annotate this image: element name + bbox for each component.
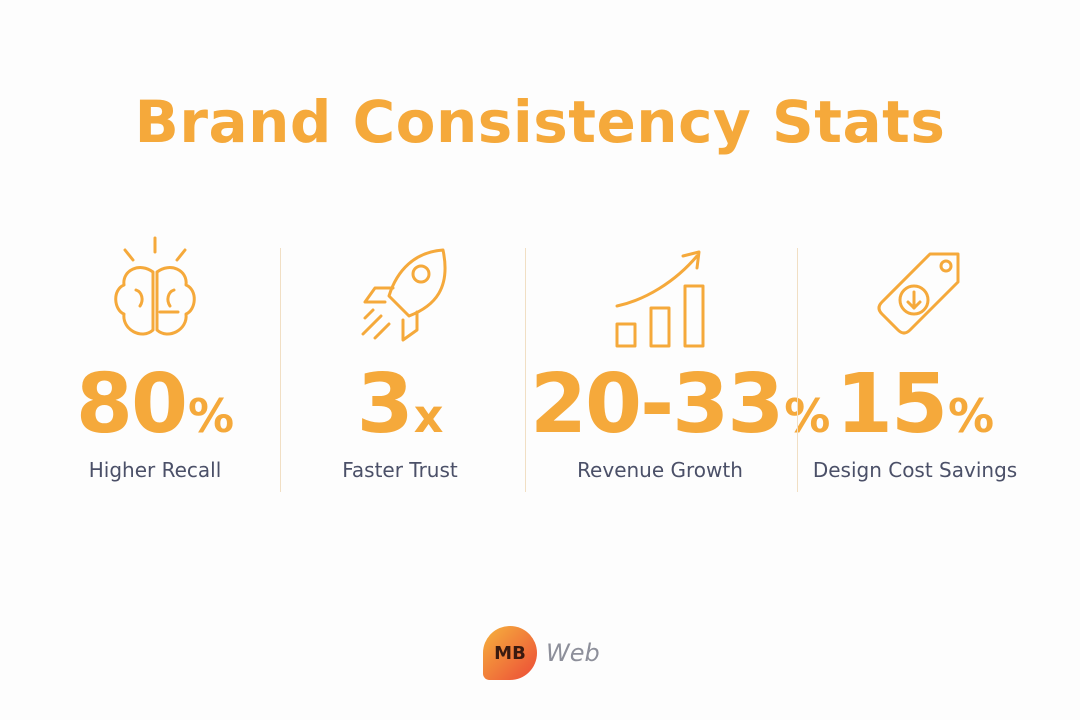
stat-value: 15% [785, 364, 1045, 446]
stat-label: Higher Recall [88, 458, 222, 482]
stat-unit: % [188, 389, 235, 443]
stat: 80% Higher Recall [25, 230, 285, 482]
title: Brand Consistency Stats [134, 88, 946, 156]
stat: 20-33% Revenue Growth [530, 230, 830, 482]
logo-mark: MB [483, 626, 537, 680]
stat-unit: % [948, 389, 995, 443]
logo-text: Web [546, 639, 600, 667]
stat-value: 20-33% [530, 364, 830, 446]
divider [525, 248, 526, 492]
stat-number: 3 [356, 357, 414, 452]
stat-value: 3x [270, 364, 530, 446]
stat-number: 20-33 [530, 357, 784, 452]
stat-value: 80% [25, 364, 285, 446]
tag-icon [877, 252, 960, 335]
stat-number: 15 [835, 357, 948, 452]
divider [280, 248, 281, 492]
stat: 3x Faster Trust [270, 230, 530, 482]
divider [797, 248, 798, 492]
stat-number: 80 [75, 357, 188, 452]
stat: 15% Design Cost Savings [785, 230, 1045, 482]
stat-unit: x [413, 389, 444, 443]
stat-label: Faster Trust [342, 458, 458, 482]
rocket-icon [361, 248, 447, 342]
stat-unit: % [784, 389, 831, 443]
brain-icon [114, 236, 196, 336]
stat-label: Design Cost Savings [812, 458, 1018, 482]
stat-label: Revenue Growth [577, 458, 743, 482]
growth-icon [615, 250, 705, 348]
